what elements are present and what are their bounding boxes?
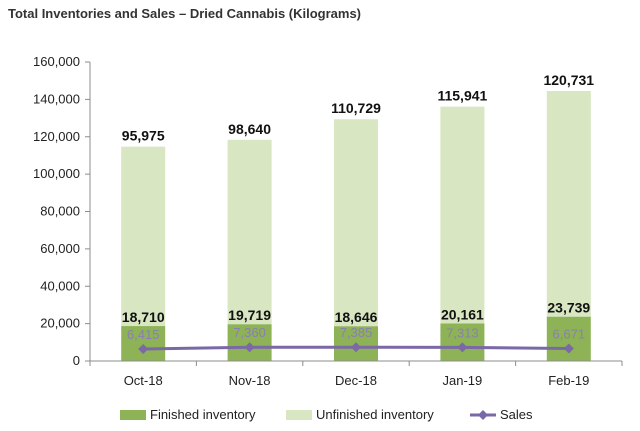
bars [121,91,591,361]
data-label-unfinished: 110,729 [331,100,381,116]
y-tick-label: 160,000 [33,54,80,69]
data-label-sales: 6,415 [127,327,160,342]
bar-finished-inventory [121,326,166,361]
x-axis: Oct-18 Nov-18 Dec-18 Jan-19 Feb-19 [89,360,623,388]
sales-point [244,342,255,353]
sales-point [563,343,574,354]
bar-finished-inventory [546,316,591,361]
data-label-unfinished: 98,640 [228,121,271,137]
legend-label-finished: Finished inventory [150,407,256,422]
data-label-finished: 18,710 [122,309,165,325]
legend-marker-sales [478,410,488,420]
x-tick-label: Oct-18 [124,373,163,388]
sales-line [138,342,574,355]
y-tick-label: 120,000 [33,129,80,144]
data-label-unfinished: 120,731 [543,72,594,88]
data-label-unfinished: 115,941 [437,88,487,104]
x-tick-label: Jan-19 [443,373,483,388]
data-label-sales: 6,671 [553,327,586,342]
x-tick-label: Nov-18 [229,373,271,388]
data-labels: 95,975 18,710 98,640 19,719 110,729 18,646 115… [122,72,595,342]
sales-point [351,342,361,353]
data-label-sales: 7,385 [340,325,373,340]
data-label-finished: 20,161 [441,306,484,322]
y-tick-label: 0 [73,353,80,368]
data-label-unfinished: 95,975 [122,128,165,144]
data-label-finished: 19,719 [228,307,271,323]
sales-point [457,342,468,353]
x-tick-label: Feb-19 [548,373,589,388]
data-label-sales: 7,360 [233,325,266,340]
bar-unfinished-inventory [121,146,166,327]
data-label-finished: 18,646 [335,309,378,325]
legend-swatch-finished [120,410,146,420]
y-tick-label: 140,000 [33,91,80,106]
y-axis: 0 20,000 40,000 60,000 80,000 100,000 120,000 1… [33,54,91,368]
y-tick-label: 40,000 [40,278,80,293]
data-label-sales: 7,313 [446,325,479,340]
sales-point [138,344,149,355]
legend-label-sales: Sales [500,407,533,422]
legend-label-unfinished: Unfinished inventory [316,407,434,422]
bar-unfinished-inventory [227,139,272,325]
bar-unfinished-inventory [546,91,591,317]
bar-unfinished-inventory [334,119,378,327]
y-tick-label: 60,000 [40,241,80,256]
y-tick-label: 20,000 [40,316,80,331]
legend: Finished inventory Unfinished inventory Sa… [120,407,533,422]
legend-swatch-unfinished [286,410,312,420]
x-tick-label: Dec-18 [335,373,377,388]
data-label-finished: 23,739 [547,300,590,316]
chart-title: Total Inventories and Sales – Dried Cann… [8,6,362,21]
y-tick-label: 80,000 [40,204,80,219]
bar-unfinished-inventory [440,106,485,324]
y-tick-label: 100,000 [33,166,80,181]
bar-finished-inventory [440,323,485,361]
